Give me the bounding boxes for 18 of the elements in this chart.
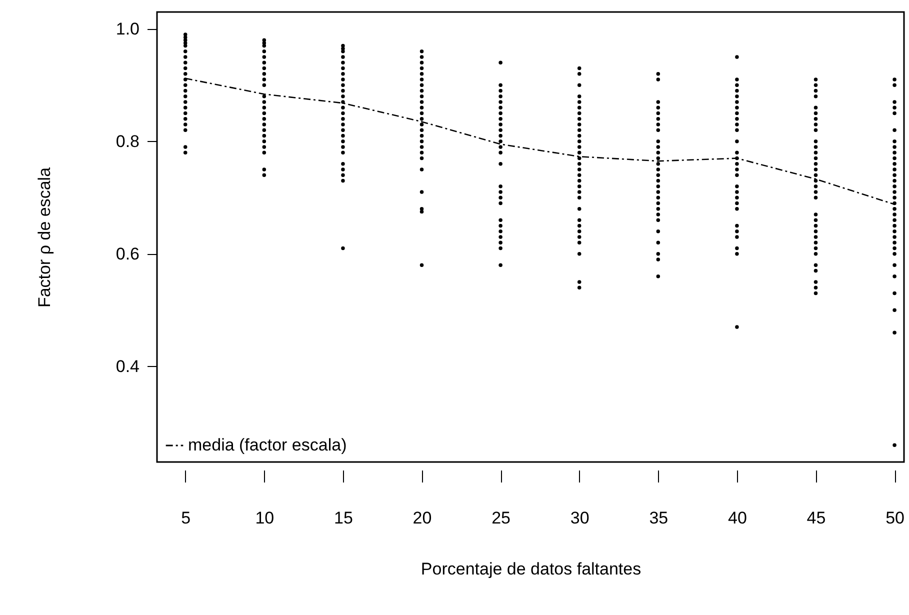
y-tick-label: 1.0	[116, 19, 140, 38]
y-tick-label: 0.4	[116, 356, 140, 376]
x-tick-label: 10	[255, 508, 274, 528]
x-tick-label: 20	[412, 508, 432, 528]
x-axis-title: Porcentaje de datos faltantes	[420, 560, 642, 578]
x-tick-label: 50	[886, 508, 905, 528]
y-tick-label: 0.8	[116, 132, 140, 151]
x-tick-label: 15	[334, 508, 353, 528]
x-tick-label: 30	[570, 508, 590, 528]
legend-label: media (factor escala)	[188, 436, 347, 454]
x-tick-label: 40	[728, 508, 747, 528]
y-tick-label: 0.6	[116, 244, 140, 264]
x-tick-label: 35	[649, 508, 668, 528]
y-axis-title: Factor ρ de escala	[34, 166, 54, 308]
x-tick-label: 45	[806, 508, 826, 528]
line-series	[184, 78, 896, 206]
x-tick-label: 5	[181, 508, 191, 528]
x-tick-label: 25	[492, 508, 511, 528]
